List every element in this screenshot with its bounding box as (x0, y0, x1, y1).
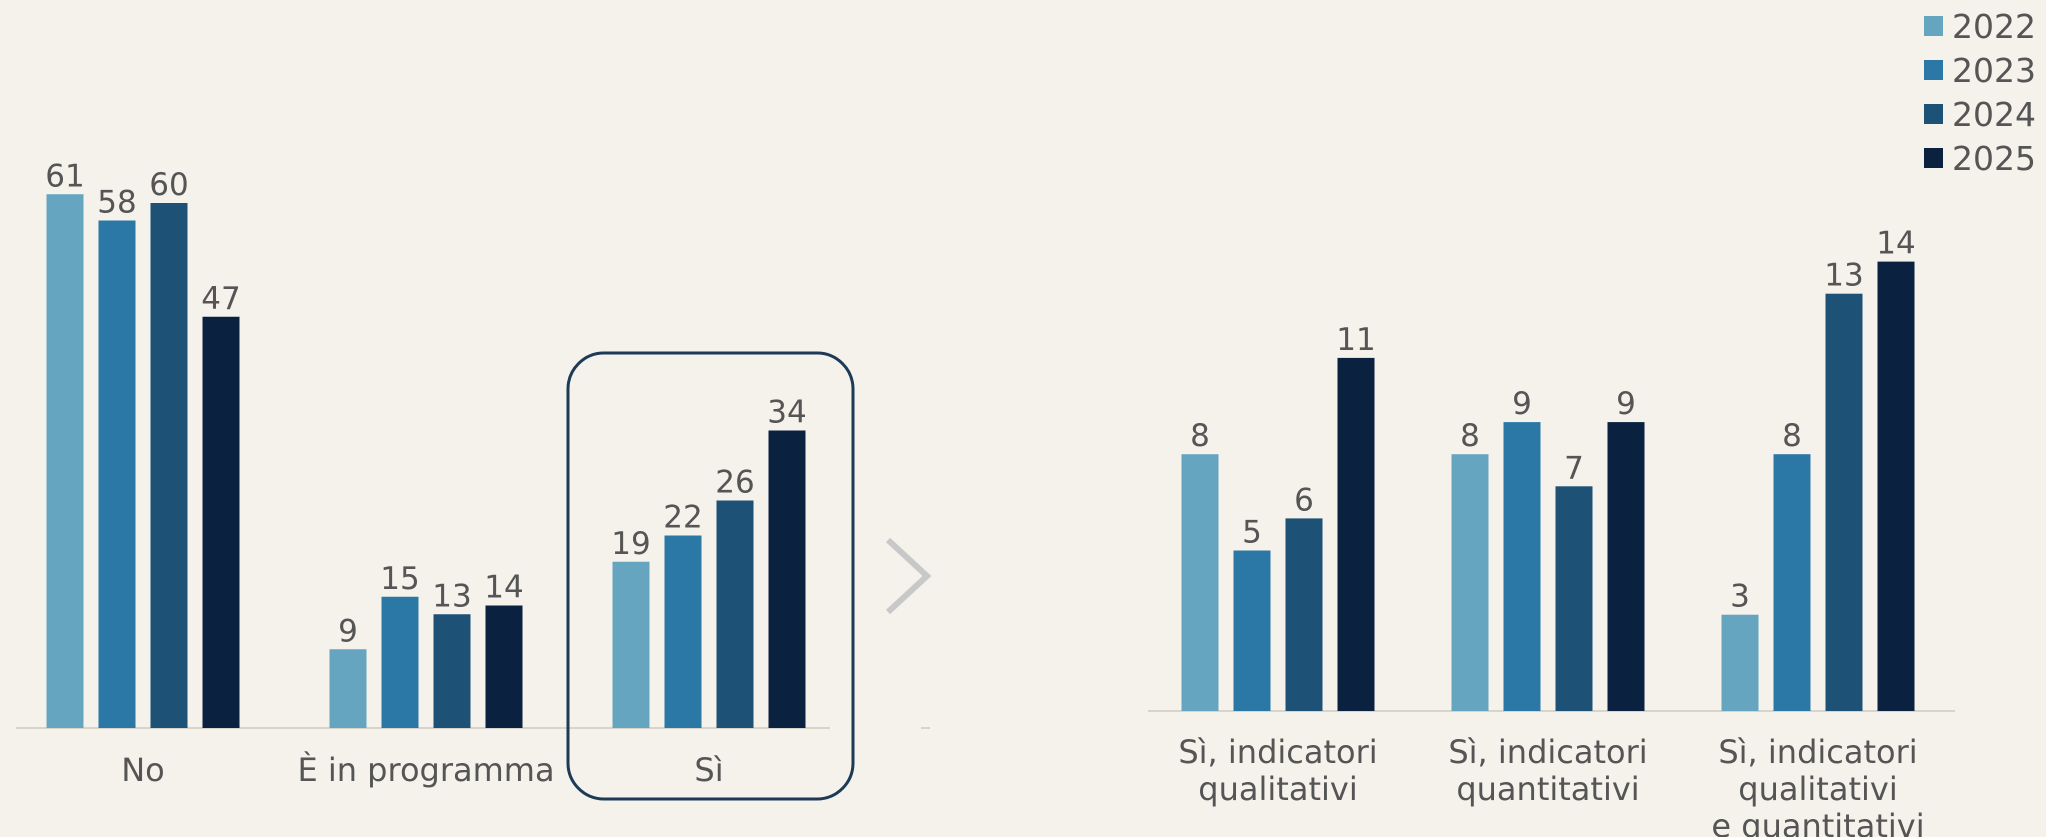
category-label: Sì, indicatori (1178, 733, 1377, 771)
value-label: 60 (149, 167, 188, 203)
value-label: 22 (663, 500, 702, 536)
value-label: 9 (1616, 386, 1636, 422)
value-label: 15 (380, 561, 419, 597)
value-label: 14 (484, 570, 523, 606)
legend-label: 2023 (1952, 51, 2036, 90)
value-label: 13 (432, 578, 471, 614)
highlight-box (566, 351, 855, 801)
bar (1721, 614, 1759, 711)
value-label: 47 (201, 281, 240, 317)
bar (716, 500, 754, 728)
category-label: Sì (694, 751, 723, 789)
bar (485, 605, 523, 728)
bar (1337, 357, 1375, 711)
bar (1451, 454, 1489, 711)
bar (1825, 293, 1863, 711)
value-label: 11 (1336, 322, 1375, 358)
bar (612, 561, 650, 728)
category-label: qualitativi (1738, 770, 1897, 808)
bar (1285, 518, 1323, 711)
value-label: 9 (338, 613, 358, 649)
category-label: No (121, 751, 165, 789)
bar (381, 596, 419, 728)
value-label: 58 (97, 185, 136, 221)
bar (1181, 454, 1219, 711)
bar (1773, 454, 1811, 711)
value-label: 8 (1190, 418, 1210, 454)
value-label: 61 (45, 158, 84, 194)
legend-label: 2022 (1952, 7, 2036, 46)
bar (150, 203, 188, 728)
bar (1607, 422, 1645, 711)
legend-label: 2024 (1952, 95, 2036, 134)
legend-swatch (1924, 60, 1943, 80)
legend-swatch (1924, 104, 1943, 124)
bar (1503, 422, 1541, 711)
category-label: Sì, indicatori (1718, 733, 1917, 771)
value-label: 9 (1512, 386, 1532, 422)
legend-label: 2025 (1952, 139, 2036, 178)
value-label: 3 (1730, 579, 1750, 615)
arrow (885, 537, 932, 615)
bar (433, 614, 471, 728)
legend-swatch (1924, 16, 1943, 36)
bar (46, 194, 84, 728)
legend-swatch (1924, 148, 1943, 168)
value-label: 14 (1876, 226, 1915, 262)
bar (98, 220, 136, 728)
category-label: Sì, indicatori (1448, 733, 1647, 771)
bar (202, 316, 240, 728)
value-label: 34 (767, 395, 806, 431)
category-label: È in programma (297, 751, 554, 789)
bar (1233, 550, 1271, 711)
value-label: 8 (1782, 418, 1802, 454)
category-label: quantitativi (1456, 770, 1639, 808)
value-label: 7 (1564, 450, 1584, 486)
category-label: qualitativi (1198, 770, 1357, 808)
value-label: 13 (1824, 258, 1863, 294)
value-label: 26 (715, 465, 754, 501)
value-label: 5 (1242, 515, 1262, 551)
value-label: 19 (611, 526, 650, 562)
category-label: e quantitativi (1711, 807, 1924, 837)
bar (1555, 486, 1593, 711)
value-label: 6 (1294, 482, 1314, 518)
bar (1877, 261, 1915, 711)
value-label: 8 (1460, 418, 1480, 454)
bar (329, 649, 367, 728)
bar (664, 535, 702, 728)
bar (768, 430, 806, 728)
